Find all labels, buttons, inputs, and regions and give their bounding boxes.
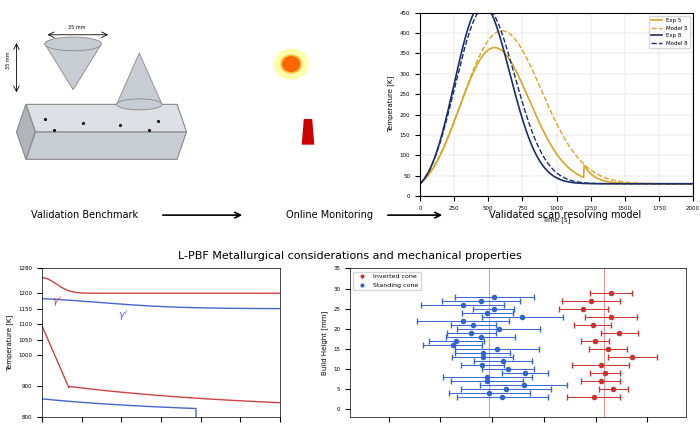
X-axis label: Time [s]: Time [s]	[542, 216, 570, 223]
Text: Validated scan resolving model: Validated scan resolving model	[489, 210, 641, 220]
Model 5	[498, 28, 506, 33]
Exp 5	[546, 141, 554, 147]
Exp 5	[490, 45, 498, 50]
Model 8	[547, 166, 556, 171]
Text: 563 K: 563 K	[373, 40, 422, 55]
Model 5	[682, 181, 691, 186]
Exp 8	[689, 181, 697, 186]
Exp 8	[682, 181, 691, 186]
Polygon shape	[302, 119, 314, 145]
Line: Exp 5: Exp 5	[420, 48, 693, 184]
Text: L-PBF Metallurgical considerations and mechanical properties: L-PBF Metallurgical considerations and m…	[178, 250, 522, 261]
Exp 8	[416, 181, 424, 186]
Polygon shape	[17, 104, 35, 159]
Model 8	[564, 177, 573, 182]
Legend: Inverted cone, Standing cone: Inverted cone, Standing cone	[353, 271, 421, 291]
Text: Validation Benchmark: Validation Benchmark	[32, 210, 139, 220]
Exp 5	[689, 181, 697, 186]
Polygon shape	[26, 132, 186, 159]
Polygon shape	[26, 104, 186, 132]
Model 5	[689, 181, 697, 186]
Model 8	[640, 181, 648, 186]
Circle shape	[283, 57, 300, 72]
Exp 8	[478, 1, 486, 6]
Exp 8	[546, 171, 554, 176]
Model 5	[547, 111, 556, 116]
Model 5	[416, 181, 424, 186]
Text: Region of
standing cone: Region of standing cone	[316, 133, 384, 160]
Text: Region of
inverted cone: Region of inverted cone	[245, 17, 289, 61]
Text: 35 mm: 35 mm	[6, 51, 11, 69]
Exp 5	[640, 181, 648, 186]
Polygon shape	[45, 44, 102, 90]
Text: 35 mm: 35 mm	[68, 25, 85, 30]
Polygon shape	[117, 53, 162, 104]
Ellipse shape	[45, 37, 102, 51]
Model 5	[579, 161, 587, 166]
Line: Model 5: Model 5	[420, 31, 693, 184]
Exp 5	[547, 144, 556, 149]
Text: $\gamma'$: $\gamma'$	[52, 295, 62, 309]
Model 5	[564, 142, 573, 147]
Circle shape	[286, 60, 297, 69]
Exp 5	[682, 181, 691, 186]
Model 5	[640, 181, 648, 186]
Circle shape	[274, 49, 308, 79]
Model 8	[546, 164, 554, 169]
Exp 5	[564, 165, 573, 170]
Ellipse shape	[117, 99, 162, 110]
Line: Exp 8: Exp 8	[420, 4, 693, 184]
Exp 8	[579, 181, 587, 186]
Text: Online Monitoring: Online Monitoring	[286, 210, 374, 220]
Model 8	[579, 180, 587, 185]
Text: $\gamma'$: $\gamma'$	[118, 309, 128, 323]
Exp 8	[564, 179, 573, 184]
Model 5	[546, 108, 554, 113]
Exp 5	[579, 175, 587, 180]
Legend: Exp 5, Model 5, Exp 8, Model 8: Exp 5, Model 5, Exp 8, Model 8	[649, 16, 690, 48]
Y-axis label: Temperature [K]: Temperature [K]	[388, 76, 394, 132]
Exp 8	[640, 181, 648, 186]
Exp 5	[416, 181, 424, 186]
Circle shape	[281, 55, 302, 73]
Y-axis label: Build Height [mm]: Build Height [mm]	[321, 311, 328, 375]
Model 8	[689, 181, 697, 186]
Text: Field of view: Field of view	[234, 170, 274, 175]
Model 8	[416, 181, 424, 186]
Model 8	[481, 4, 489, 9]
Y-axis label: Temperature [K]: Temperature [K]	[6, 315, 13, 371]
Model 8	[682, 181, 691, 186]
Line: Model 8: Model 8	[420, 7, 693, 184]
Exp 8	[547, 172, 556, 177]
